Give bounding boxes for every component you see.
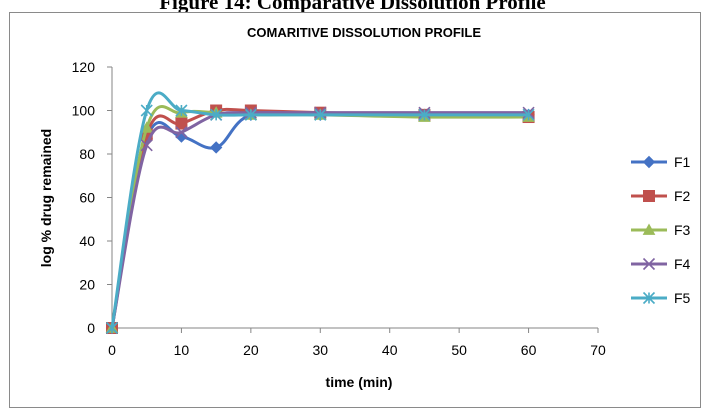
series-line-f1 bbox=[110, 110, 529, 329]
chart-axes: 0 20 40 60 80 100 120 0 10 20 30 40 50 60 70 bbox=[72, 59, 606, 358]
legend-label: F3 bbox=[674, 222, 691, 238]
x-tick-label: 0 bbox=[108, 342, 116, 358]
series-line-f4 bbox=[110, 111, 529, 329]
data-point-f4 bbox=[175, 126, 188, 139]
chart-area bbox=[9, 12, 701, 408]
y-tick-label: 100 bbox=[72, 103, 96, 119]
series-layer bbox=[105, 91, 535, 335]
series-line-f5 bbox=[110, 91, 529, 329]
y-tick-label: 40 bbox=[79, 233, 95, 249]
legend-label: F4 bbox=[674, 256, 691, 272]
series-f2 bbox=[106, 104, 535, 334]
y-axis-label: log % drug remained bbox=[38, 129, 54, 267]
data-point-f5 bbox=[210, 108, 223, 121]
series-f5 bbox=[105, 91, 535, 335]
legend-label: F5 bbox=[674, 290, 691, 306]
series-f3 bbox=[105, 105, 535, 333]
data-point-f2 bbox=[175, 117, 188, 130]
legend-marker bbox=[643, 190, 655, 202]
series-line-f3 bbox=[110, 105, 529, 329]
x-tick-label: 60 bbox=[521, 342, 537, 358]
figure-caption: Figure 14: Comparative Dissolution Profi… bbox=[159, 0, 546, 14]
x-tick-label: 30 bbox=[312, 342, 328, 358]
chart-legend: F1 F2 F3 F4 F5 bbox=[631, 154, 691, 306]
legend-label: F2 bbox=[674, 188, 691, 204]
data-point-f5 bbox=[175, 104, 188, 117]
series-f1 bbox=[105, 108, 535, 335]
data-point-f5 bbox=[522, 108, 535, 121]
x-tick-label: 10 bbox=[174, 342, 190, 358]
legend-item-f2: F2 bbox=[631, 188, 691, 204]
legend-marker bbox=[642, 291, 656, 305]
data-point-f1 bbox=[209, 141, 223, 154]
x-tick-label: 50 bbox=[451, 342, 467, 358]
y-tick-label: 80 bbox=[79, 146, 95, 162]
series-f4 bbox=[105, 106, 535, 335]
data-point-f5 bbox=[140, 104, 153, 117]
y-tick-label: 20 bbox=[79, 277, 95, 293]
data-point-f5 bbox=[314, 108, 327, 121]
series-line-f2 bbox=[110, 107, 529, 329]
data-point-f3 bbox=[140, 121, 154, 133]
legend-item-f3: F3 bbox=[631, 222, 691, 238]
x-axis-label: time (min) bbox=[326, 374, 393, 390]
legend-item-f1: F1 bbox=[631, 154, 691, 170]
y-tick-label: 0 bbox=[87, 320, 95, 336]
data-point-f5 bbox=[244, 108, 257, 121]
legend-item-f4: F4 bbox=[631, 256, 691, 272]
y-tick-label: 120 bbox=[72, 59, 96, 75]
data-point-f5 bbox=[418, 108, 431, 121]
x-tick-label: 40 bbox=[382, 342, 398, 358]
legend-marker bbox=[642, 155, 656, 169]
chart-title: COMARITIVE DISSOLUTION PROFILE bbox=[247, 25, 481, 40]
data-point-f4 bbox=[140, 139, 153, 152]
legend-item-f5: F5 bbox=[631, 290, 691, 306]
legend-label: F1 bbox=[674, 154, 691, 170]
legend-marker bbox=[642, 223, 656, 235]
legend-marker bbox=[642, 257, 656, 271]
data-point-f5 bbox=[105, 321, 119, 335]
x-tick-label: 70 bbox=[590, 342, 606, 358]
y-tick-label: 60 bbox=[79, 190, 95, 206]
x-tick-label: 20 bbox=[243, 342, 259, 358]
